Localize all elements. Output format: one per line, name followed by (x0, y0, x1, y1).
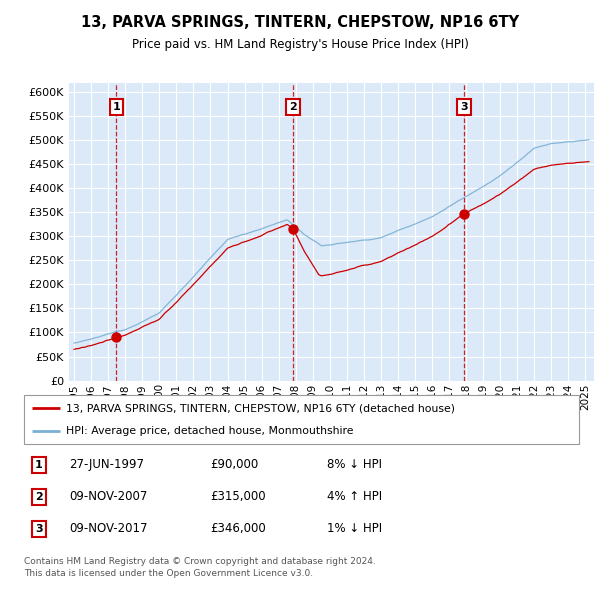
Text: 3: 3 (460, 101, 467, 112)
Text: 1% ↓ HPI: 1% ↓ HPI (327, 522, 382, 535)
Text: 1: 1 (113, 101, 121, 112)
Text: 2: 2 (35, 492, 43, 502)
Text: 13, PARVA SPRINGS, TINTERN, CHEPSTOW, NP16 6TY (detached house): 13, PARVA SPRINGS, TINTERN, CHEPSTOW, NP… (65, 404, 455, 414)
Text: 4% ↑ HPI: 4% ↑ HPI (327, 490, 382, 503)
Text: 2: 2 (289, 101, 297, 112)
Text: £90,000: £90,000 (210, 458, 258, 471)
Text: 3: 3 (35, 524, 43, 533)
Text: £315,000: £315,000 (210, 490, 266, 503)
Text: 8% ↓ HPI: 8% ↓ HPI (327, 458, 382, 471)
Text: 09-NOV-2017: 09-NOV-2017 (69, 522, 148, 535)
Text: 27-JUN-1997: 27-JUN-1997 (69, 458, 144, 471)
Text: Price paid vs. HM Land Registry's House Price Index (HPI): Price paid vs. HM Land Registry's House … (131, 38, 469, 51)
Text: 1: 1 (35, 460, 43, 470)
Text: Contains HM Land Registry data © Crown copyright and database right 2024.: Contains HM Land Registry data © Crown c… (24, 557, 376, 566)
FancyBboxPatch shape (24, 395, 579, 444)
Text: HPI: Average price, detached house, Monmouthshire: HPI: Average price, detached house, Monm… (65, 425, 353, 435)
Text: This data is licensed under the Open Government Licence v3.0.: This data is licensed under the Open Gov… (24, 569, 313, 578)
Text: 13, PARVA SPRINGS, TINTERN, CHEPSTOW, NP16 6TY: 13, PARVA SPRINGS, TINTERN, CHEPSTOW, NP… (81, 15, 519, 30)
Text: £346,000: £346,000 (210, 522, 266, 535)
Text: 09-NOV-2007: 09-NOV-2007 (69, 490, 148, 503)
